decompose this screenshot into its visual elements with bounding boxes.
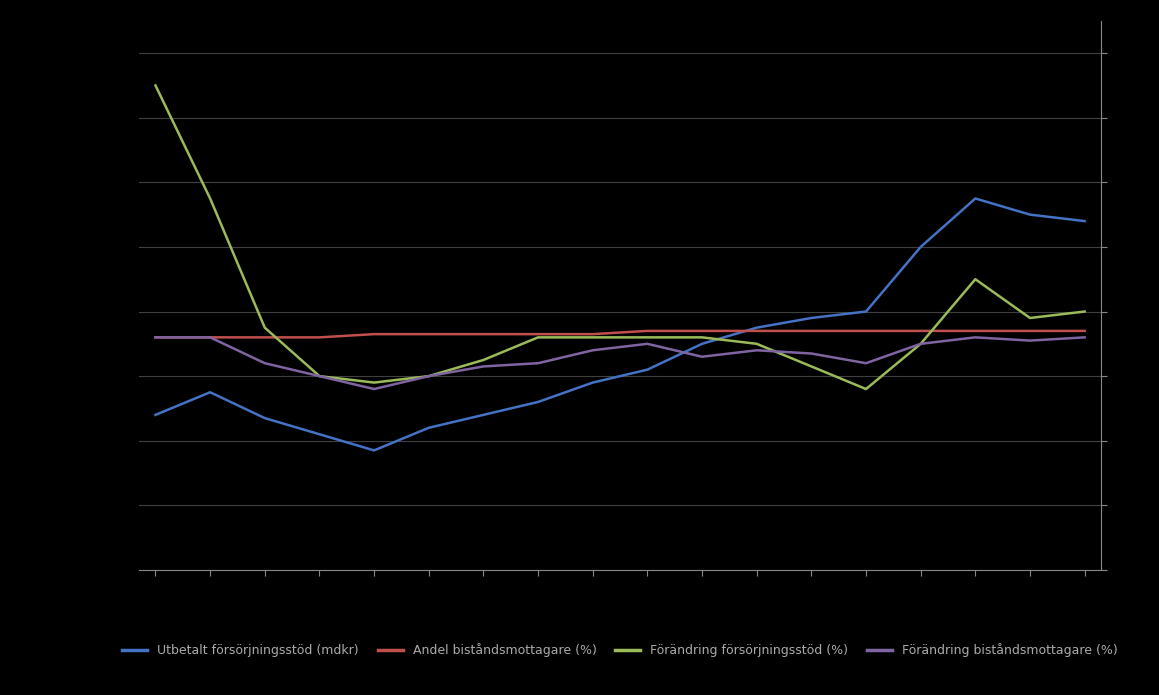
Legend: Utbetalt försörjningsstöd (mdkr), Andel biståndsmottagare (%), Förändring försör: Utbetalt försörjningsstöd (mdkr), Andel …	[117, 639, 1123, 662]
